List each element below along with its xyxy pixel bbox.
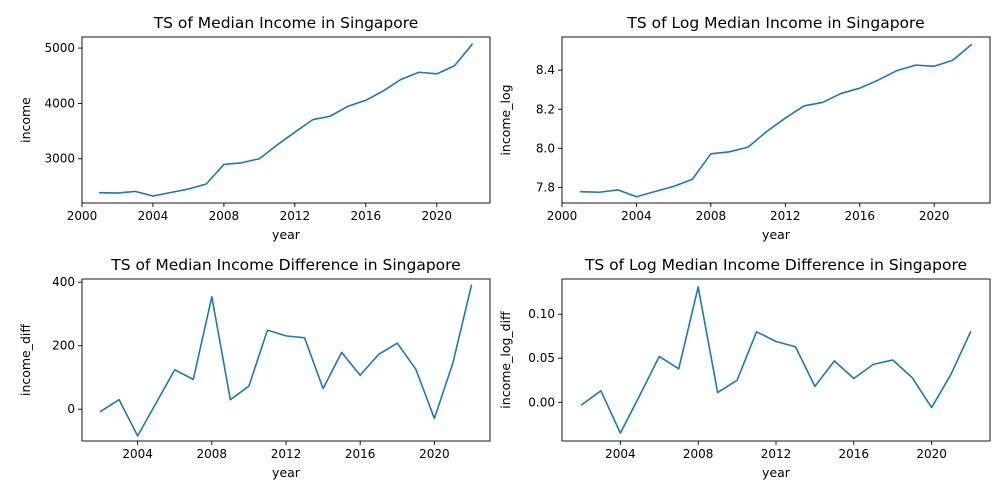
y-tick-label: 0.00 <box>528 395 555 409</box>
x-tick-label: 2000 <box>67 209 98 223</box>
x-tick-label: 2008 <box>197 447 228 461</box>
x-tick-label: 2020 <box>422 209 453 223</box>
y-tick-label: 0 <box>67 402 75 416</box>
y-tick-label: 0.05 <box>528 351 555 365</box>
x-tick-label: 2020 <box>419 447 450 461</box>
x-tick-label: 2020 <box>919 209 950 223</box>
y-tick-label: 8.2 <box>536 102 555 116</box>
series-line <box>98 43 474 197</box>
series-line <box>579 43 973 198</box>
x-tick-label: 2004 <box>605 447 636 461</box>
x-tick-label: 2016 <box>839 447 870 461</box>
x-axis-label: year <box>272 465 301 480</box>
x-tick-label: 2016 <box>345 447 376 461</box>
x-tick-label: 2004 <box>122 447 153 461</box>
plot-frame <box>561 36 991 204</box>
subplot-4: TS of Log Median Income Difference in Si… <box>498 256 991 480</box>
subplot-2: TS of Log Median Income in Singapore year… <box>498 14 991 242</box>
x-axis-label: year <box>762 465 791 480</box>
y-axis-label: income_log_diff <box>498 311 513 409</box>
plot-frame <box>81 278 491 442</box>
chart-title: TS of Log Median Income Difference in Si… <box>584 256 967 274</box>
x-tick-label: 2012 <box>761 447 792 461</box>
x-tick-label: 2008 <box>683 447 714 461</box>
plot-frame <box>81 36 491 204</box>
y-tick-label: 0.10 <box>528 307 555 321</box>
series-line <box>99 284 473 437</box>
y-tick-label: 8.0 <box>536 141 555 155</box>
series-line <box>580 286 972 434</box>
x-tick-label: 2012 <box>770 209 801 223</box>
y-tick-label: 4000 <box>44 96 75 110</box>
chart-title: TS of Median Income Difference in Singap… <box>110 256 460 274</box>
y-axis-label: income_log <box>498 84 513 155</box>
x-axis-label: year <box>762 227 791 242</box>
y-tick-label: 3000 <box>44 152 75 166</box>
x-tick-label: 2012 <box>271 447 302 461</box>
x-tick-label: 2004 <box>138 209 169 223</box>
y-axis-label: income <box>18 97 33 143</box>
y-tick-label: 400 <box>52 275 75 289</box>
x-tick-label: 2008 <box>696 209 727 223</box>
subplot-1: TS of Median Income in Singapore year inco… <box>18 14 491 242</box>
chart-title: TS of Log Median Income in Singapore <box>626 14 924 32</box>
y-tick-label: 7.8 <box>536 180 555 194</box>
x-tick-label: 2016 <box>351 209 382 223</box>
chart-title: TS of Median Income in Singapore <box>153 14 419 32</box>
x-tick-label: 2012 <box>280 209 311 223</box>
y-tick-label: 5000 <box>44 41 75 55</box>
x-tick-label: 2008 <box>209 209 240 223</box>
y-tick-label: 200 <box>52 339 75 353</box>
x-tick-label: 2020 <box>916 447 947 461</box>
subplot-3: TS of Median Income Difference in Singap… <box>18 256 491 480</box>
x-tick-label: 2016 <box>844 209 875 223</box>
y-axis-label: income_diff <box>18 324 33 396</box>
x-tick-label: 2004 <box>621 209 652 223</box>
x-tick-label: 2000 <box>547 209 578 223</box>
y-tick-label: 8.4 <box>536 63 555 77</box>
plot-frame <box>561 278 991 442</box>
x-axis-label: year <box>272 227 301 242</box>
